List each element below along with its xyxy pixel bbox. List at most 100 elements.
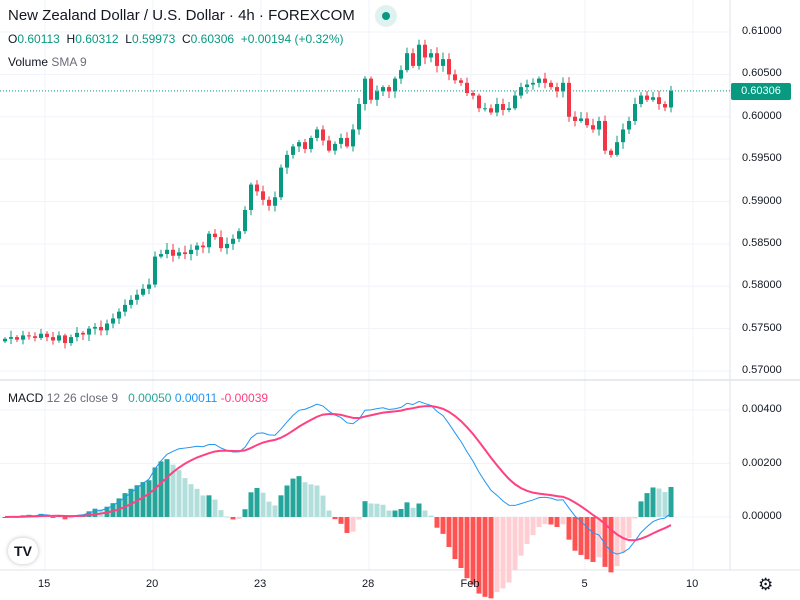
macd-histogram-bar: [380, 504, 386, 517]
candle-body: [489, 108, 493, 113]
signal-line: [4, 405, 672, 542]
macd-histogram-bar: [518, 517, 524, 556]
macd-histogram-bar: [614, 517, 620, 567]
candle-body: [615, 142, 619, 155]
macd-histogram-bar: [218, 510, 224, 517]
macd-histogram-bar: [200, 495, 206, 517]
candle-body: [297, 142, 301, 147]
candle-body: [249, 184, 253, 210]
macd-histogram-bar: [668, 486, 674, 517]
macd-histogram-bar: [428, 515, 434, 517]
macd-histogram-bar: [128, 488, 134, 517]
price-axis-label: 0.61000: [742, 25, 782, 37]
macd-histogram-bar: [368, 503, 374, 517]
macd-histogram-bar: [392, 510, 398, 517]
candle-body: [225, 243, 229, 249]
macd-histogram-bar: [530, 517, 536, 536]
macd-histogram-bar: [608, 517, 614, 573]
macd-histogram-bar: [596, 517, 602, 558]
price-axis-label: 0.57500: [742, 321, 782, 334]
candle-body: [81, 332, 85, 335]
macd-histogram-bar: [662, 492, 668, 517]
candle-body: [273, 197, 277, 206]
candle-body: [567, 82, 571, 117]
volume-legend[interactable]: Volume SMA 9: [8, 55, 87, 69]
macd-histogram-bar: [650, 487, 656, 517]
candle-body: [15, 337, 19, 340]
candle-body: [651, 97, 655, 100]
macd-hist-value: 0.00050: [128, 391, 172, 405]
candle-body: [543, 78, 547, 83]
macd-histogram-bar: [590, 517, 596, 562]
macd-histogram-bar: [398, 508, 404, 517]
candle-body: [459, 80, 463, 83]
macd-histogram-bar: [632, 517, 638, 519]
price-axis-label: 0.58000: [742, 279, 782, 292]
macd-histogram-bar: [230, 517, 236, 520]
candle-body: [537, 78, 541, 83]
macd-histogram-bar: [446, 517, 452, 548]
macd-histogram-bar: [260, 492, 266, 517]
candle-body: [387, 87, 391, 92]
candle-body: [9, 337, 13, 339]
candle-body: [579, 118, 583, 121]
candle-body: [333, 143, 337, 151]
candle-body: [237, 231, 241, 239]
market-open-dot-icon: [375, 5, 397, 27]
candle-body: [423, 44, 427, 58]
macd-histogram-bar: [266, 501, 272, 517]
macd-histogram-bar: [152, 467, 158, 517]
candle-body: [27, 335, 31, 337]
candle-body: [3, 338, 7, 342]
candle-body: [561, 82, 565, 92]
macd-histogram-bar: [572, 517, 578, 551]
tradingview-logo-icon[interactable]: TV: [8, 538, 38, 564]
candle-body: [315, 129, 319, 138]
candle-body: [609, 150, 613, 155]
candle-body: [63, 335, 67, 344]
candle-body: [189, 249, 193, 255]
macd-histogram-bar: [206, 495, 212, 517]
candle-body: [525, 84, 529, 88]
macd-histogram-bar: [566, 517, 572, 540]
macd-histogram-bar: [524, 517, 530, 545]
time-axis-label: 20: [146, 578, 159, 590]
candle-body: [219, 237, 223, 249]
candle-body: [309, 137, 313, 149]
candle-body: [111, 318, 115, 324]
macd-histogram-bar: [536, 517, 542, 528]
candle-body: [213, 233, 217, 238]
macd-histogram-bar: [554, 517, 560, 528]
candle-body: [357, 104, 361, 130]
candle-body: [351, 129, 355, 147]
macd-signal-value: -0.00039: [220, 391, 269, 405]
macd-histogram-bar: [602, 517, 608, 567]
macd-histogram-bar: [404, 502, 410, 517]
macd-histogram-bar: [548, 517, 554, 525]
candle-body: [207, 233, 211, 248]
candle-body: [177, 252, 181, 256]
candle-body: [555, 87, 559, 92]
close-value: 0.60306: [190, 32, 235, 46]
gear-icon[interactable]: ⚙: [758, 575, 774, 594]
candle-body: [483, 108, 487, 110]
symbol-title[interactable]: New Zealand Dollar / U.S. Dollar · 4h · …: [8, 7, 355, 24]
candle-body: [585, 118, 589, 126]
macd-histogram-bar: [236, 517, 242, 519]
candle-body: [159, 254, 163, 257]
macd-histogram-bar: [50, 517, 56, 518]
candle-body: [57, 335, 61, 341]
candle-body: [627, 120, 631, 130]
candle-body: [453, 74, 457, 81]
macd-histogram-bar: [182, 478, 188, 517]
candle-body: [405, 53, 409, 71]
low-value: 0.59973: [131, 32, 176, 46]
candle-body: [645, 95, 649, 100]
macd-histogram-bar: [584, 517, 590, 560]
candle-body: [363, 78, 367, 105]
candle-body: [261, 191, 265, 200]
candle-body: [465, 82, 469, 94]
candle-body: [231, 238, 235, 244]
macd-legend[interactable]: MACD 12 26 close 9 0.00050 0.00011 -0.00…: [8, 391, 268, 405]
